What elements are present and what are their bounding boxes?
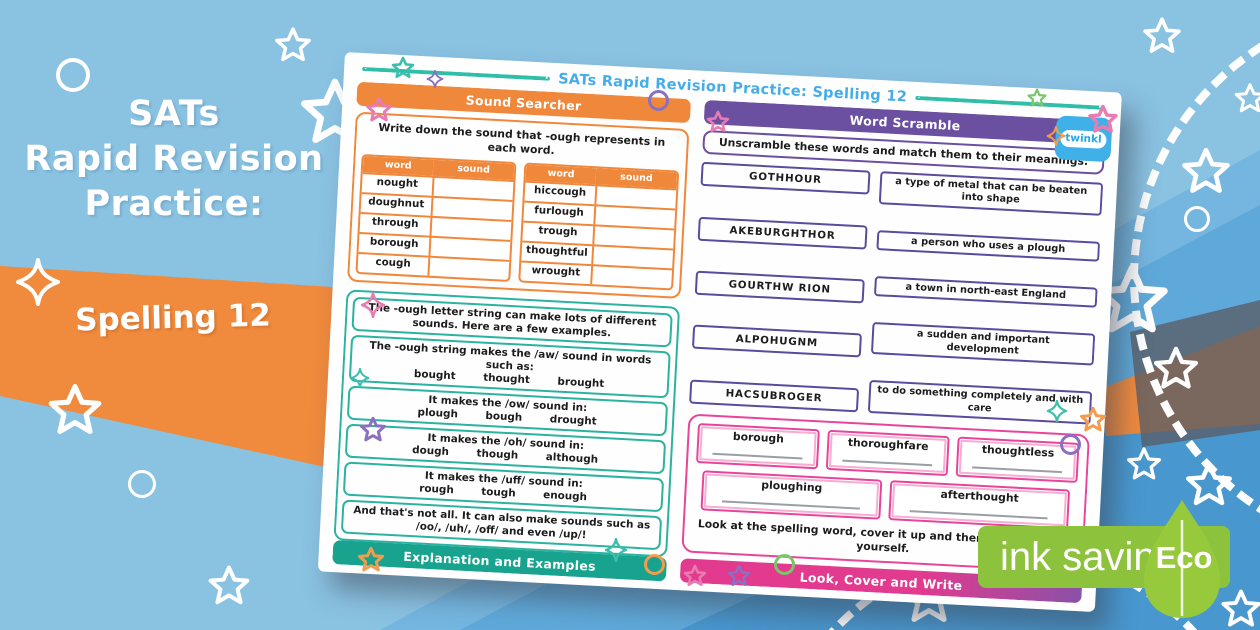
circle-doodle xyxy=(648,90,669,111)
sparkle-doodle xyxy=(360,292,386,318)
sound-searcher-box: Write down the sound that -ough represen… xyxy=(346,111,690,299)
spelling-word-box: afterthought xyxy=(888,480,1071,530)
scrambled-words-column: GOTHHOUR AKEBURGHTHOR GOURTHW RION ALPOH… xyxy=(689,161,871,413)
title-line: Practice: xyxy=(84,183,264,224)
scrambled-word: HACSUBROGER xyxy=(689,379,859,413)
scrambled-word: GOTHHOUR xyxy=(700,161,871,195)
star-doodle xyxy=(1026,88,1048,110)
star-doodle xyxy=(1182,460,1236,514)
star-doodle xyxy=(356,546,386,576)
star-doodle xyxy=(1150,345,1202,397)
star-doodle xyxy=(1232,82,1260,118)
spelling-word: ploughing xyxy=(761,478,823,495)
circle-doodle xyxy=(774,554,795,575)
star-doodle xyxy=(44,382,106,444)
write-blank-line xyxy=(721,500,860,510)
sparkle-doodle xyxy=(14,258,62,306)
spelling-word-box: borough xyxy=(695,422,820,470)
spelling-word: thoroughfare xyxy=(847,435,929,454)
star-doodle xyxy=(705,110,731,136)
left-column: Sound Searcher Write down the sound that… xyxy=(332,81,692,582)
star-doodle xyxy=(364,96,394,126)
star-doodle xyxy=(1178,146,1234,202)
star-doodle xyxy=(726,564,752,590)
spelling-word-box: ploughing xyxy=(700,470,883,520)
write-blank-line xyxy=(712,452,803,460)
definition: a town in north-east England xyxy=(873,275,1098,308)
star-doodle xyxy=(1078,406,1108,436)
star-doodle xyxy=(1218,588,1260,630)
word-cell: wrought xyxy=(520,260,592,285)
circle-doodle xyxy=(1060,434,1081,455)
sparkle-doodle xyxy=(426,70,444,88)
sound-table-left: word sound nought doughnut through borou… xyxy=(355,154,517,283)
star-doodle xyxy=(390,56,416,82)
spelling-word: afterthought xyxy=(940,487,1020,505)
definition: a type of metal that can be beaten into … xyxy=(878,171,1104,216)
write-blank-line xyxy=(842,459,933,467)
eco-label: Eco xyxy=(1155,540,1213,575)
star-doodle xyxy=(1124,446,1164,486)
title-line: Rapid Revision xyxy=(24,138,324,179)
star-doodle xyxy=(682,564,708,590)
circle-doodle xyxy=(644,554,665,575)
scrambled-word: GOURTHW RION xyxy=(694,270,865,304)
definition: a sudden and important development xyxy=(870,321,1096,367)
dashed-divider xyxy=(914,95,1104,110)
sparkle-doodle xyxy=(1046,400,1068,422)
spelling-word-box: thoroughfare xyxy=(825,429,950,477)
circle-doodle xyxy=(56,58,90,92)
star-doodle xyxy=(272,26,314,68)
resource-title: SATs Rapid Revision Practice: xyxy=(8,92,340,226)
write-blank-line xyxy=(909,510,1048,520)
scrambled-word: ALPOHUGNM xyxy=(691,325,862,358)
star-doodle xyxy=(358,416,388,446)
star-doodle xyxy=(1086,104,1120,138)
star-doodle xyxy=(205,564,253,612)
sparkle-doodle xyxy=(350,368,370,388)
circle-doodle xyxy=(128,470,156,498)
spelling-word: thoughtless xyxy=(981,442,1055,460)
scrambled-word: AKEBURGHTHOR xyxy=(697,216,868,250)
word-cell: cough xyxy=(357,252,429,276)
star-doodle xyxy=(1140,16,1184,60)
write-blank-line xyxy=(971,466,1063,474)
sound-tables: word sound nought doughnut through borou… xyxy=(355,154,680,291)
definitions-column: a type of metal that can be beaten into … xyxy=(867,171,1104,425)
sparkle-doodle xyxy=(604,538,628,562)
sparkle-doodle xyxy=(1046,126,1066,146)
circle-doodle xyxy=(1184,206,1210,232)
definition: a person who uses a plough xyxy=(876,229,1101,262)
sound-table-right: word sound hiccough furlough trough thou… xyxy=(518,162,680,291)
word-scramble-area: GOTHHOUR AKEBURGHTHOR GOURTHW RION ALPOH… xyxy=(689,161,1104,425)
title-line: SATs xyxy=(128,94,220,134)
spelling-word: borough xyxy=(732,429,785,446)
sound-answer-cell xyxy=(590,264,673,289)
eco-leaf-icon xyxy=(1140,498,1224,620)
sound-answer-cell xyxy=(427,255,510,280)
